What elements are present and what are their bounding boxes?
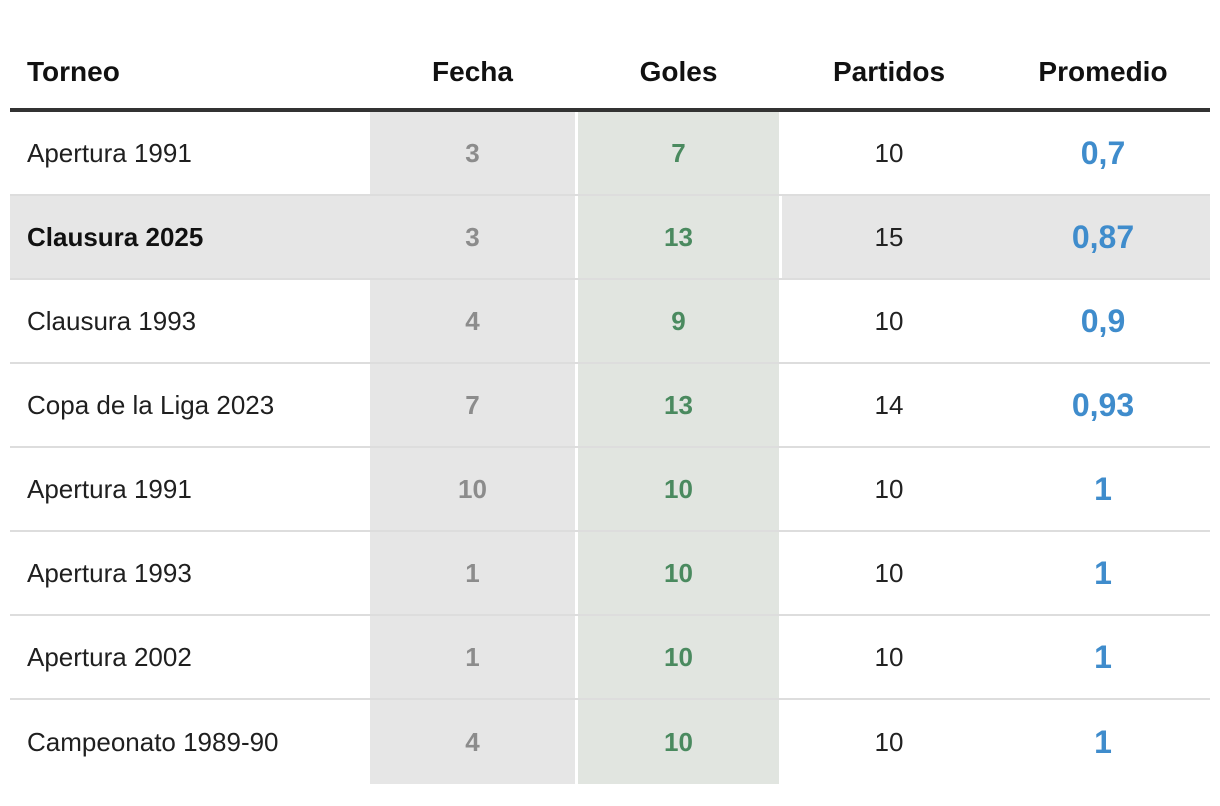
cell-torneo: Apertura 1991 (27, 473, 192, 504)
table-body: Apertura 1991 3 7 10 0,7 Clausura 2025 3 13 15 0,… (10, 112, 1210, 784)
cell-fecha: 4 (370, 280, 575, 362)
cell-torneo: Clausura 1993 (27, 305, 197, 336)
table-row: Clausura 2025 3 13 15 0,87 (10, 196, 1210, 280)
table-row: Apertura 2002 1 10 10 1 (10, 616, 1210, 700)
table-row: Apertura 1991 3 7 10 0,7 (10, 112, 1210, 196)
cell-goles: 13 (575, 364, 782, 446)
cell-promedio: 0,7 (996, 112, 1210, 194)
cell-fecha: 1 (370, 616, 575, 698)
cell-partidos: 15 (782, 196, 996, 278)
cell-torneo: Copa de la Liga 2023 (27, 389, 275, 420)
cell-promedio: 0,93 (996, 364, 1210, 446)
cell-torneo: Clausura 2025 (27, 221, 204, 252)
cell-goles: 7 (575, 112, 782, 194)
table-row: Apertura 1993 1 10 10 1 (10, 532, 1210, 616)
cell-fecha: 3 (370, 196, 575, 278)
cell-promedio: 1 (996, 700, 1210, 784)
header-fecha: Fecha (432, 56, 513, 87)
cell-promedio: 0,87 (996, 196, 1210, 278)
cell-partidos: 10 (874, 641, 904, 672)
cell-goles: 10 (575, 448, 782, 530)
header-torneo: Torneo (27, 56, 120, 87)
cell-fecha: 1 (370, 532, 575, 614)
header-promedio: Promedio (1038, 56, 1168, 87)
cell-partidos: 10 (874, 137, 904, 168)
table-row: Apertura 1991 10 10 10 1 (10, 448, 1210, 532)
table-header: Torneo Fecha Goles Partidos Promedio (10, 0, 1210, 112)
cell-torneo: Apertura 2002 (27, 641, 192, 672)
cell-partidos: 14 (874, 389, 904, 420)
cell-fecha: 3 (370, 112, 575, 194)
cell-goles: 13 (575, 196, 782, 278)
header-partidos: Partidos (832, 56, 946, 87)
cell-fecha: 7 (370, 364, 575, 446)
cell-fecha: 4 (370, 700, 575, 784)
cell-promedio: 1 (996, 616, 1210, 698)
table-row: Campeonato 1989-90 4 10 10 1 (10, 700, 1210, 784)
cell-partidos: 10 (874, 305, 904, 336)
cell-promedio: 1 (996, 532, 1210, 614)
cell-partidos: 10 (874, 726, 904, 757)
table-row: Copa de la Liga 2023 7 13 14 0,93 (10, 364, 1210, 448)
cell-goles: 10 (575, 700, 782, 784)
cell-promedio: 1 (996, 448, 1210, 530)
cell-partidos: 10 (874, 557, 904, 588)
cell-partidos: 10 (874, 473, 904, 504)
cell-fecha: 10 (370, 448, 575, 530)
cell-torneo: Campeonato 1989-90 (27, 726, 279, 757)
cell-goles: 9 (575, 280, 782, 362)
header-goles: Goles (639, 56, 718, 87)
data-table: Torneo Fecha Goles Partidos Promedio Ape… (10, 0, 1210, 784)
cell-torneo: Apertura 1991 (27, 137, 192, 168)
cell-promedio: 0,9 (996, 280, 1210, 362)
cell-torneo: Apertura 1993 (27, 557, 192, 588)
table-row: Clausura 1993 4 9 10 0,9 (10, 280, 1210, 364)
cell-goles: 10 (575, 532, 782, 614)
cell-goles: 10 (575, 616, 782, 698)
